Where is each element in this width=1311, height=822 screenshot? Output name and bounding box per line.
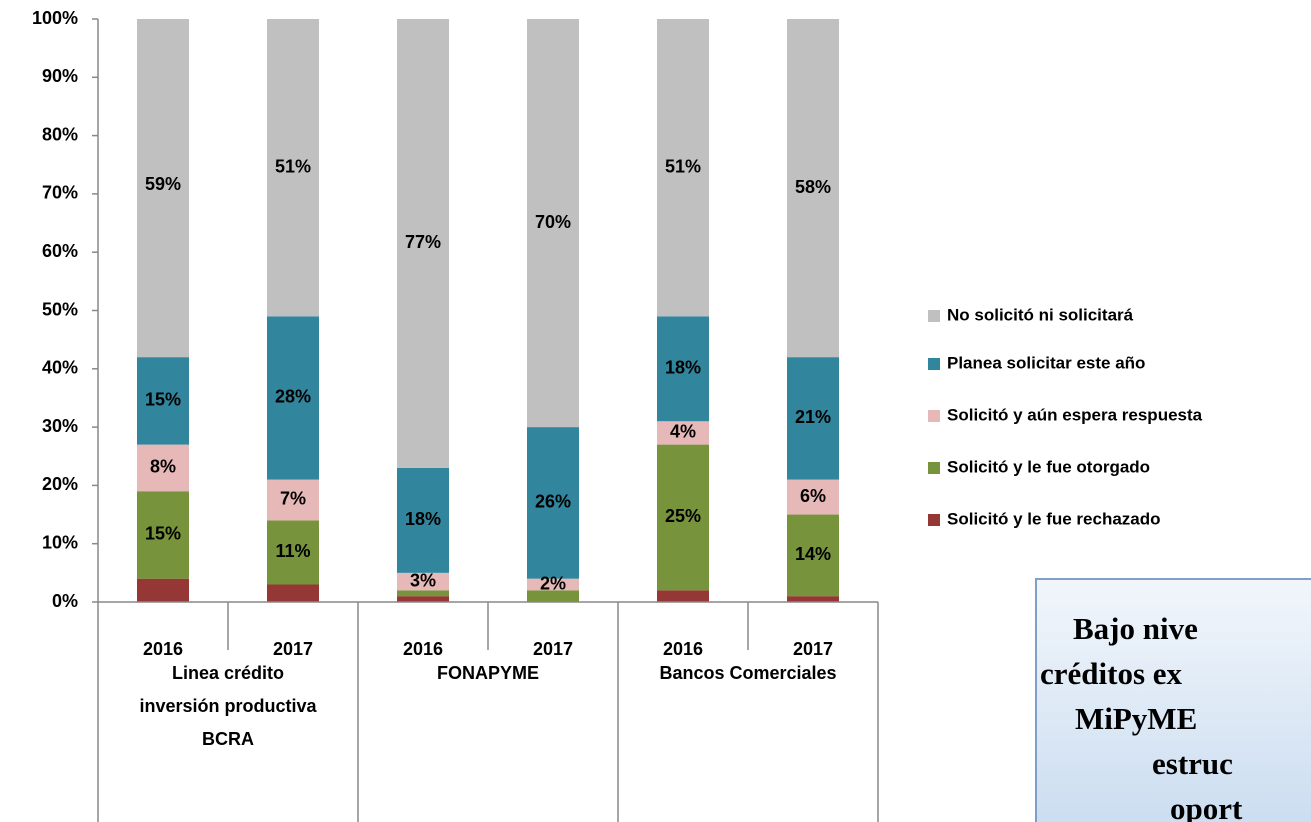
- bar-segment: [267, 520, 319, 585]
- bar-segment: [267, 19, 319, 317]
- bar-segment: [787, 357, 839, 480]
- data-label: 59%: [145, 174, 181, 194]
- data-label: 25%: [665, 506, 701, 526]
- data-label: 77%: [405, 232, 441, 252]
- bar-segment: [657, 590, 709, 602]
- callout-line: estruc: [1152, 746, 1233, 781]
- bar-segment: [137, 578, 189, 602]
- x-tick-label: 2017: [273, 639, 313, 659]
- data-label: 58%: [795, 177, 831, 197]
- callout-line: MiPyME: [1075, 701, 1197, 736]
- data-label: 21%: [795, 407, 831, 427]
- bar-segment: [397, 19, 449, 468]
- x-tick-label: 2016: [663, 639, 703, 659]
- bar-segment: [657, 421, 709, 445]
- bars: [137, 19, 839, 602]
- group-label-text: Bancos Comerciales: [659, 663, 837, 683]
- bar-segment: [527, 19, 579, 428]
- legend-swatch: [928, 310, 940, 322]
- group-label-text: Linea crédito inversión productiva BCRA: [139, 663, 317, 749]
- bar-segment: [527, 427, 579, 579]
- bar-segment: [267, 584, 319, 602]
- data-label: 70%: [535, 212, 571, 232]
- bar-segment: [787, 596, 839, 602]
- bar-segment: [137, 357, 189, 445]
- bar-segment: [267, 479, 319, 521]
- data-label: 8%: [150, 457, 176, 477]
- legend-swatch: [928, 358, 940, 370]
- y-tick-label: 40%: [42, 358, 78, 378]
- bar-segment: [787, 479, 839, 515]
- data-label: 51%: [665, 156, 701, 176]
- callout-line: Bajo nive: [1073, 611, 1198, 646]
- legend-label: Solicitó y aún espera respuesta: [947, 405, 1203, 424]
- y-tick-label: 60%: [42, 241, 78, 261]
- group-label: Linea crédito inversión productiva BCRA: [98, 657, 358, 756]
- y-tick-label: 20%: [42, 474, 78, 494]
- bar-segment: [397, 596, 449, 602]
- data-label: 3%: [410, 570, 436, 590]
- axes: 0% 10% 20% 30% 40% 50% 60% 70% 80% 90% 100% 15% 8% 15…: [32, 8, 1203, 822]
- group-label: FONAPYME: [358, 657, 618, 690]
- bar-segment: [397, 590, 449, 597]
- y-tick-label: 80%: [42, 124, 78, 144]
- data-label: 4%: [670, 422, 696, 442]
- bar-segment: [657, 444, 709, 591]
- bar-segment: [787, 514, 839, 597]
- bar-segment: [527, 590, 579, 602]
- legend-label: No solicitó ni solicitará: [947, 305, 1134, 324]
- bar-segment: [267, 316, 319, 480]
- data-label: 18%: [405, 509, 441, 529]
- callout-box: [1035, 578, 1311, 822]
- bar-segment: [527, 578, 579, 591]
- data-label: 51%: [275, 156, 311, 176]
- y-tick-label: 0%: [52, 591, 78, 611]
- legend-swatch: [928, 462, 940, 474]
- y-tick-label: 50%: [42, 299, 78, 319]
- bar-segment: [137, 19, 189, 358]
- x-tick-label: 2016: [403, 639, 443, 659]
- data-label: 15%: [145, 524, 181, 544]
- bar-segment: [397, 572, 449, 591]
- legend-label: Solicitó y le fue otorgado: [947, 457, 1150, 476]
- data-label: 15%: [145, 390, 181, 410]
- y-tick-label: 90%: [42, 66, 78, 86]
- group-label: Bancos Comerciales: [618, 657, 878, 690]
- data-label: 26%: [535, 492, 571, 512]
- x-tick-label: 2016: [143, 639, 183, 659]
- y-tick-label: 30%: [42, 416, 78, 436]
- bar-segment: [787, 19, 839, 358]
- callout: Bajo nive créditos ex MiPyME estruc oport: [1035, 578, 1311, 822]
- y-tick-label: 10%: [42, 532, 78, 552]
- y-tick-label: 70%: [42, 183, 78, 203]
- data-label: 18%: [665, 358, 701, 378]
- bar-segment: [397, 467, 449, 573]
- data-label: 7%: [280, 489, 306, 509]
- group-label-text: FONAPYME: [436, 663, 539, 683]
- legend-swatch: [928, 410, 940, 422]
- data-label: 6%: [800, 486, 826, 506]
- x-tick-label: 2017: [533, 639, 573, 659]
- data-label: 2%: [540, 573, 566, 593]
- bar-segment: [657, 316, 709, 422]
- legend-swatch: [928, 514, 940, 526]
- callout-line: oport: [1170, 791, 1243, 822]
- callout-line: créditos ex: [1040, 656, 1183, 691]
- bar-segment: [137, 491, 189, 579]
- y-tick-label: 100%: [32, 8, 78, 28]
- data-label: 14%: [795, 544, 831, 564]
- bar-segment: [657, 19, 709, 317]
- legend-label: Planea solicitar este año: [947, 353, 1145, 372]
- legend-label: Solicitó y le fue rechazado: [947, 509, 1161, 528]
- x-tick-label: 2017: [793, 639, 833, 659]
- bar-segment: [137, 444, 189, 492]
- data-label: 11%: [275, 541, 310, 561]
- data-label: 28%: [275, 387, 311, 407]
